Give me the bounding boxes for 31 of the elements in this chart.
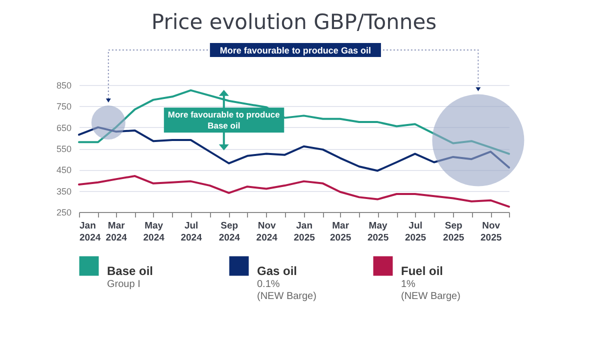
x-tick-label: Jan 2024 [80, 220, 102, 244]
x-tick-label: Mar 2025 [330, 220, 352, 244]
y-tick-label: 550 [56, 144, 72, 154]
y-tick-label: 450 [56, 165, 72, 176]
x-tick-label: May 2025 [367, 220, 390, 244]
y-tick-label: 650 [56, 122, 72, 133]
annotation: More favourable to produce Base oil [168, 110, 280, 131]
x-tick-label: Nov 2024 [256, 220, 278, 244]
y-tick-label: 850 [56, 80, 72, 90]
line-series [78, 175, 510, 208]
y-tick-label: 350 [56, 186, 72, 196]
callout-box: More favourable to produce Gas oil [210, 43, 381, 57]
chart-title: Price evolution GBP/Tonnes [151, 10, 437, 34]
x-tick-label: May 2024 [143, 220, 166, 244]
x-tick-label: Mar 2024 [106, 220, 128, 244]
x-tick-label: Jan 2025 [294, 220, 316, 244]
text: 0.1% (NEW Barge) [257, 279, 316, 303]
legend-label: Base oil [107, 264, 154, 278]
x-tick-label: Sep 2024 [218, 220, 241, 244]
line-series [78, 89, 510, 155]
y-tick-label: 250 [56, 208, 72, 218]
x-tick-label: Sep 2025 [443, 220, 465, 244]
x-tick-label: Nov 2025 [480, 220, 502, 244]
x-tick-label: Jul 2025 [404, 220, 427, 244]
x-tick-label: Jul 2024 [180, 220, 203, 244]
text: 1% (NEW Barge) [401, 279, 460, 303]
legend-label: Gas oil [257, 264, 298, 278]
y-tick-label: 750 [56, 102, 72, 112]
text: Group I [107, 279, 140, 291]
legend-label: Fuel oil [401, 264, 443, 278]
callout-box: More favourable to produce Base oil [164, 108, 284, 133]
